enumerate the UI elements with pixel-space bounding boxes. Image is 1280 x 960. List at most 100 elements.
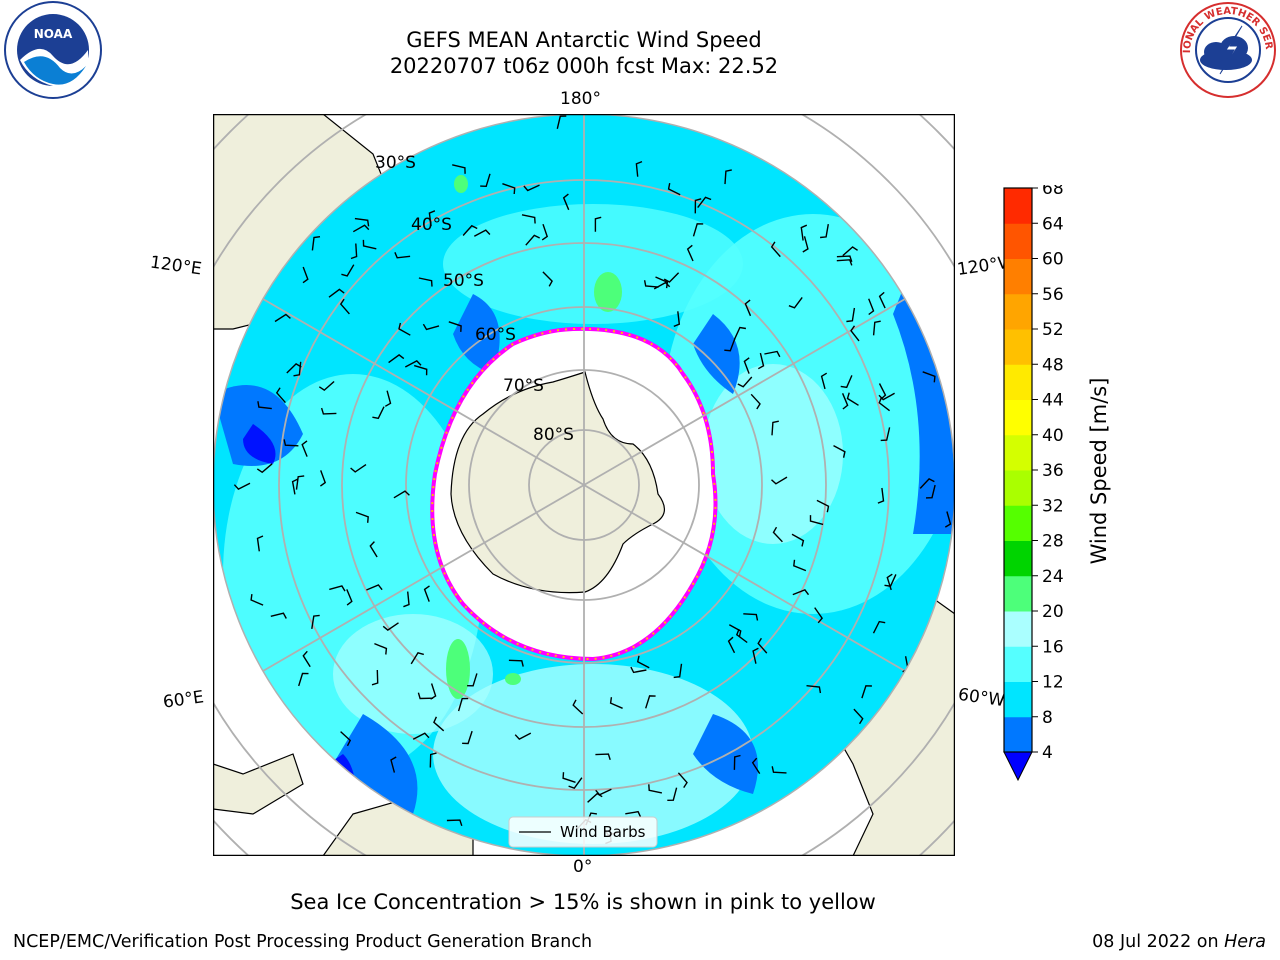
wind-barb <box>880 427 891 442</box>
wind-barb <box>724 338 736 352</box>
colorbar-segment <box>1004 399 1032 436</box>
wind-barb <box>256 463 273 474</box>
wind-barb <box>525 234 541 246</box>
wind-barb <box>541 223 549 241</box>
lon-label-top: 180° <box>560 89 601 109</box>
wind-speed-field <box>213 175 955 844</box>
wind-barb <box>922 371 936 383</box>
wind-barb <box>388 354 405 364</box>
colorbar-tick-label: 32 <box>1042 496 1064 516</box>
lat-label-40s: 40°S <box>411 215 452 235</box>
wind-barb <box>562 193 570 211</box>
lat-label-70s: 70°S <box>503 376 544 396</box>
wind-barb <box>752 647 759 664</box>
wind-barb <box>311 236 321 251</box>
wind-barb <box>806 685 822 694</box>
wind-barb <box>452 164 466 174</box>
wind-barb <box>770 241 781 258</box>
wind-barb <box>233 482 251 490</box>
wind-barb <box>369 541 378 558</box>
wind-barb <box>842 246 858 257</box>
lat-label-60s: 60°S <box>475 325 516 345</box>
wind-barb <box>673 311 681 328</box>
wind-barb <box>372 406 385 420</box>
lat-label-50s: 50°S <box>443 271 484 291</box>
wind-barb <box>302 266 309 284</box>
colorbar-label: Wind Speed [m/s] <box>1087 378 1111 565</box>
noaa-logo-text: NOAA <box>34 27 73 41</box>
wind-barb <box>878 291 886 309</box>
wind-barb <box>846 307 856 323</box>
wind-barb <box>428 210 436 227</box>
wind-barb <box>480 173 491 188</box>
wind-barbs <box>233 115 952 845</box>
lon-label-bottom: 0° <box>573 857 593 877</box>
wind-barb <box>872 620 886 634</box>
colorbar-segment <box>1004 434 1032 471</box>
wind-barb <box>250 594 264 606</box>
wind-barb <box>422 323 440 331</box>
wind-barb <box>355 511 369 523</box>
footer-date-text: 08 Jul 2022 on <box>1092 932 1219 952</box>
wind-barb <box>457 697 469 712</box>
wind-barb <box>677 772 688 788</box>
wind-barb <box>502 183 516 195</box>
colorbar-segment <box>1004 223 1032 259</box>
wind-barb <box>697 196 712 209</box>
wind-barb <box>346 589 353 606</box>
wind-barb <box>809 515 824 526</box>
wind-barb <box>508 659 524 667</box>
wind-barb <box>686 244 694 262</box>
wind-barb <box>648 784 663 794</box>
wind-barb <box>374 642 388 655</box>
wind-barb <box>788 296 803 309</box>
wind-barb <box>645 695 656 709</box>
colorbar-segment <box>1004 364 1032 400</box>
wind-barb <box>733 326 747 340</box>
wind-barb <box>256 535 264 552</box>
wind-barb <box>523 184 540 192</box>
wind-barb <box>430 683 437 700</box>
wind-barb <box>366 584 383 591</box>
footer-host: Hera <box>1224 932 1266 952</box>
wind-barb <box>404 360 422 368</box>
wind-barb <box>562 772 576 783</box>
chart-title-line2: 20220707 t06z 000h fcst Max: 22.52 <box>389 54 779 78</box>
colorbar-tick-label: 4 <box>1042 743 1053 763</box>
lat-label-80s: 80°S <box>533 425 574 445</box>
wind-barb <box>295 475 305 490</box>
wind-barb <box>394 252 411 259</box>
colorbar-segment <box>1004 293 1032 330</box>
colorbar-tick-label: 20 <box>1042 602 1064 622</box>
wind-barb <box>412 732 430 740</box>
wind-barb <box>853 708 864 725</box>
colorbar-tick-label: 28 <box>1042 532 1064 552</box>
wind-barb <box>820 372 828 390</box>
noaa-logo-icon: NOAA <box>4 1 102 99</box>
wind-barb <box>514 732 532 740</box>
wind-barb <box>311 614 320 630</box>
wind-barb <box>319 470 327 487</box>
footer-branch: NCEP/EMC/Verification Post Processing Pr… <box>13 932 593 952</box>
wind-barb <box>595 753 611 761</box>
wind-barb <box>635 160 643 177</box>
wind-barb <box>733 754 741 770</box>
wind-barb <box>764 350 781 358</box>
lon-label-60e: 60°E <box>161 687 206 713</box>
wind-barb <box>820 223 829 239</box>
colorbar-underflow-arrow <box>1003 751 1033 782</box>
wind-barb <box>274 313 291 323</box>
wind-barb <box>771 476 788 485</box>
wind-barb <box>868 298 875 316</box>
wind-barb <box>542 271 553 287</box>
wind-barb <box>390 756 397 773</box>
antarctica <box>450 371 665 594</box>
wind-barb <box>791 533 805 547</box>
wind-barb <box>393 490 410 499</box>
wind-barb <box>663 272 680 283</box>
wind-barb <box>446 819 463 827</box>
wind-barb <box>382 622 399 631</box>
wind-barb <box>643 280 659 288</box>
wind-barb <box>877 487 885 504</box>
